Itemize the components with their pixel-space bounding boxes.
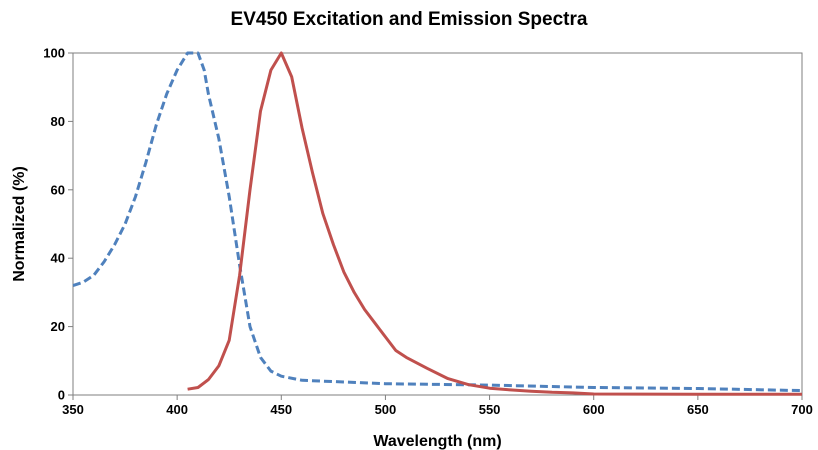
y-axis-label: Normalized (%) — [11, 166, 28, 282]
y-tick-label: 60 — [51, 182, 65, 197]
x-tick-label: 550 — [479, 402, 501, 417]
x-tick-label: 500 — [375, 402, 397, 417]
series-layer — [72, 51, 803, 396]
y-tick-label: 40 — [51, 251, 65, 266]
y-axis: 0 20 40 60 80 100 — [43, 46, 74, 403]
x-tick-label: 450 — [270, 402, 292, 417]
x-tick-label: 700 — [791, 402, 813, 417]
chart-title: EV450 Excitation and Emission Spectra — [230, 9, 588, 30]
x-axis: 350 400 450 500 550 600 650 700 — [62, 394, 813, 417]
emission-spectrum-line — [187, 51, 802, 396]
y-tick-label: 80 — [51, 114, 65, 129]
y-tick-label: 0 — [58, 388, 65, 403]
x-tick-label: 350 — [62, 402, 84, 417]
y-tick-label: 20 — [51, 319, 65, 334]
excitation-spectrum-line — [72, 51, 803, 393]
x-axis-label: Wavelength (nm) — [373, 433, 501, 450]
x-tick-label: 400 — [166, 402, 188, 417]
x-tick-label: 650 — [687, 402, 709, 417]
x-tick-label: 600 — [583, 402, 605, 417]
y-tick-label: 100 — [43, 46, 65, 61]
plot-area-frame — [72, 52, 803, 396]
